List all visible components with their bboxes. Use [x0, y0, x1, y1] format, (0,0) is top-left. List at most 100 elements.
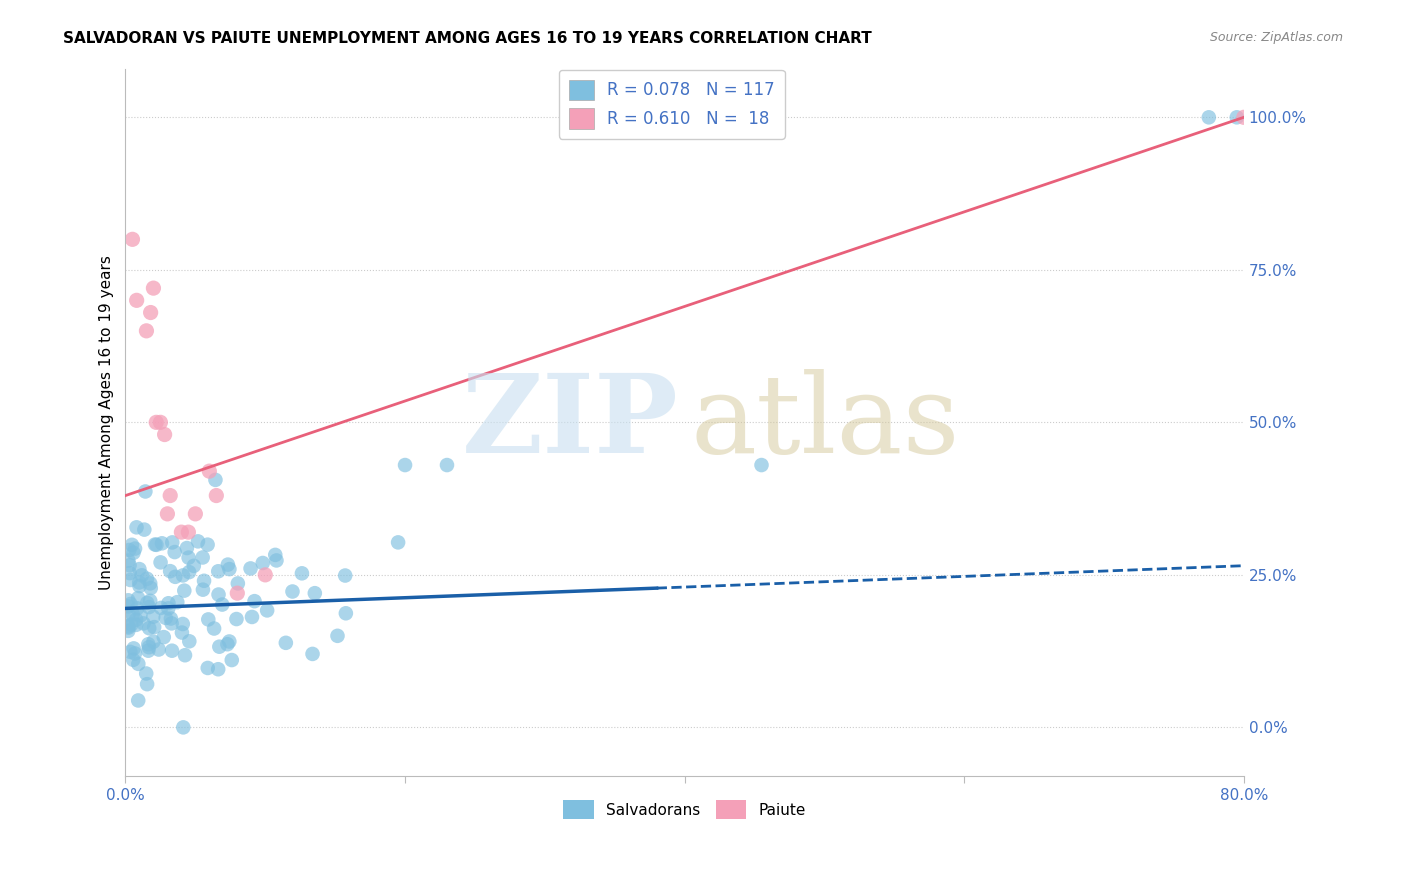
Point	[197, 612, 219, 626]
Point	[129, 608, 152, 623]
Point	[1233, 111, 1256, 125]
Point	[134, 484, 156, 499]
Point	[162, 535, 184, 549]
Point	[128, 579, 150, 593]
Point	[202, 622, 225, 636]
Point	[205, 489, 228, 503]
Point	[152, 630, 174, 644]
Point	[148, 642, 170, 657]
Point	[221, 653, 243, 667]
Point	[225, 612, 247, 626]
Point	[121, 538, 143, 552]
Point	[239, 561, 262, 575]
Point	[122, 641, 145, 656]
Point	[134, 523, 156, 537]
Point	[139, 581, 162, 595]
Point	[149, 555, 172, 569]
Point	[266, 553, 288, 567]
Point	[132, 616, 155, 631]
Point	[197, 661, 219, 675]
Point	[191, 582, 214, 597]
Point	[1198, 111, 1220, 125]
Point	[387, 535, 409, 549]
Point	[751, 458, 773, 472]
Point	[326, 629, 349, 643]
Point	[117, 624, 139, 638]
Point	[291, 566, 314, 581]
Point	[117, 607, 139, 621]
Point	[145, 538, 167, 552]
Point	[159, 489, 181, 503]
Text: SALVADORAN VS PAIUTE UNEMPLOYMENT AMONG AGES 16 TO 19 YEARS CORRELATION CHART: SALVADORAN VS PAIUTE UNEMPLOYMENT AMONG …	[63, 31, 872, 46]
Point	[157, 601, 180, 615]
Point	[142, 281, 165, 295]
Point	[138, 621, 160, 635]
Point	[183, 558, 205, 573]
Point	[207, 564, 229, 578]
Point	[304, 586, 326, 600]
Point	[135, 666, 157, 681]
Point	[143, 537, 166, 551]
Point	[264, 548, 287, 562]
Point	[177, 550, 200, 565]
Point	[207, 662, 229, 676]
Point	[122, 546, 145, 560]
Point	[179, 565, 201, 579]
Point	[125, 293, 148, 308]
Point	[159, 564, 181, 578]
Point	[160, 611, 183, 625]
Point	[226, 586, 249, 600]
Point	[124, 541, 146, 556]
Point	[117, 619, 139, 633]
Point	[157, 596, 180, 610]
Text: Source: ZipAtlas.com: Source: ZipAtlas.com	[1209, 31, 1343, 45]
Point	[135, 324, 157, 338]
Point	[145, 415, 167, 429]
Point	[163, 545, 186, 559]
Y-axis label: Unemployment Among Ages 16 to 19 years: Unemployment Among Ages 16 to 19 years	[100, 255, 114, 590]
Point	[139, 576, 162, 591]
Point	[174, 648, 197, 663]
Point	[166, 595, 188, 609]
Point	[142, 634, 165, 648]
Point	[193, 574, 215, 588]
Point	[172, 617, 194, 632]
Point	[207, 588, 229, 602]
Point	[128, 575, 150, 590]
Point	[127, 657, 149, 671]
Point	[172, 720, 194, 734]
Point	[160, 616, 183, 631]
Point	[240, 610, 263, 624]
Point	[155, 611, 177, 625]
Point	[170, 525, 193, 540]
Point	[121, 232, 143, 246]
Point	[124, 647, 146, 661]
Point	[128, 562, 150, 576]
Point	[118, 566, 141, 581]
Point	[136, 572, 159, 586]
Point	[121, 607, 143, 622]
Point	[127, 601, 149, 615]
Point	[176, 541, 198, 555]
Point	[117, 599, 139, 614]
Point	[436, 458, 458, 472]
Point	[120, 645, 142, 659]
Point	[120, 617, 142, 632]
Point	[156, 507, 179, 521]
Point	[118, 558, 141, 573]
Point	[125, 613, 148, 627]
Point	[120, 573, 142, 587]
Point	[191, 550, 214, 565]
Point	[1226, 111, 1249, 125]
Point	[122, 653, 145, 667]
Point	[127, 591, 149, 606]
Point	[211, 598, 233, 612]
Point	[218, 634, 240, 648]
Point	[208, 640, 231, 654]
Point	[252, 556, 274, 570]
Point	[274, 636, 297, 650]
Point	[136, 643, 159, 657]
Point	[125, 520, 148, 534]
Point	[138, 600, 160, 615]
Point	[117, 593, 139, 607]
